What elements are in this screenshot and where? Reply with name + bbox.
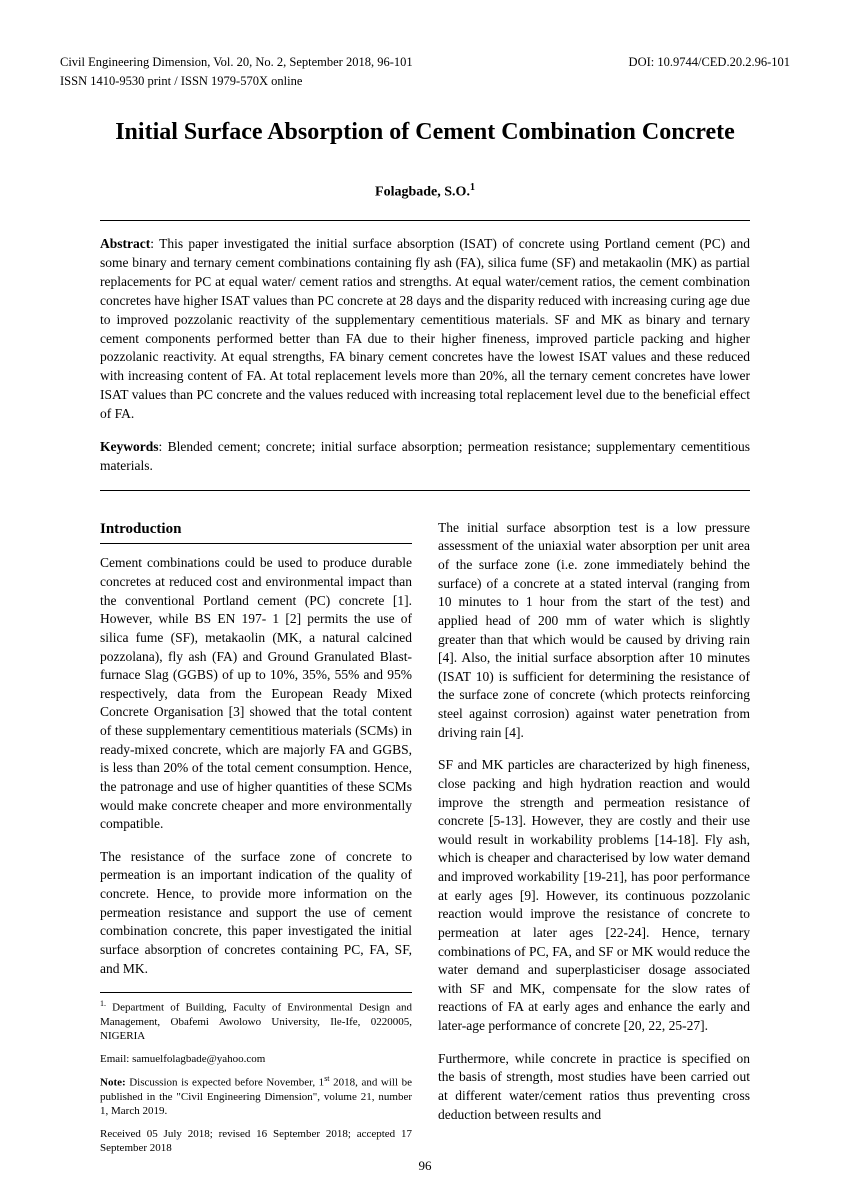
- author-affil-mark: 1: [470, 182, 475, 193]
- author-line: Folagbade, S.O.1: [60, 181, 790, 203]
- footnote-note: Note: Discussion is expected before Nove…: [100, 1074, 412, 1119]
- page-number: 96: [0, 1157, 850, 1175]
- running-head: Civil Engineering Dimension, Vol. 20, No…: [60, 54, 790, 71]
- body-columns: Introduction Cement combinations could b…: [100, 519, 750, 1155]
- issn-line: ISSN 1410-9530 print / ISSN 1979-570X on…: [60, 73, 790, 90]
- paragraph: Cement combinations could be used to pro…: [100, 554, 412, 833]
- footnote-note-label: Note:: [100, 1077, 126, 1089]
- author-name: Folagbade, S.O.: [375, 184, 470, 199]
- keywords-text: : Blended cement; concrete; initial surf…: [100, 439, 750, 473]
- section-title-introduction: Introduction: [100, 519, 412, 540]
- section-rule: [100, 543, 412, 544]
- abstract-label: Abstract: [100, 236, 150, 251]
- paragraph: Furthermore, while concrete in practice …: [438, 1050, 750, 1125]
- footnote-email: Email: samuelfolagbade@yahoo.com: [100, 1052, 412, 1066]
- footnote-separator: [100, 992, 412, 993]
- page: Civil Engineering Dimension, Vol. 20, No…: [0, 0, 850, 1203]
- footnote-received: Received 05 July 2018; revised 16 Septem…: [100, 1127, 412, 1156]
- column-right: The initial surface absorption test is a…: [438, 519, 750, 1155]
- column-left: Introduction Cement combinations could b…: [100, 519, 412, 1155]
- footnote-note-text-1: Discussion is expected before November, …: [126, 1077, 325, 1089]
- keywords-label: Keywords: [100, 439, 159, 454]
- footnote-affiliation: 1. Department of Building, Faculty of En…: [100, 999, 412, 1044]
- footnote-affil-text: Department of Building, Faculty of Envir…: [100, 1002, 412, 1043]
- journal-info: Civil Engineering Dimension, Vol. 20, No…: [60, 54, 413, 71]
- article-title: Initial Surface Absorption of Cement Com…: [100, 118, 750, 147]
- abstract-text: : This paper investigated the initial su…: [100, 236, 750, 421]
- abstract-block: Abstract: This paper investigated the in…: [100, 235, 750, 424]
- doi: DOI: 10.9744/CED.20.2.96-101: [629, 54, 790, 71]
- paragraph: The initial surface absorption test is a…: [438, 519, 750, 743]
- paragraph: The resistance of the surface zone of co…: [100, 848, 412, 978]
- keywords-block: Keywords: Blended cement; concrete; init…: [100, 438, 750, 476]
- rule-bottom: [100, 490, 750, 491]
- rule-top: [100, 220, 750, 221]
- paragraph: SF and MK particles are characterized by…: [438, 756, 750, 1035]
